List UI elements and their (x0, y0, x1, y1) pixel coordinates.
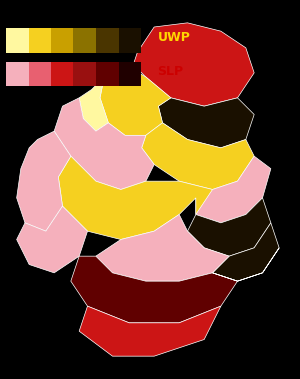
Text: SLP: SLP (158, 65, 184, 78)
Bar (74, 62, 96, 86)
Polygon shape (188, 198, 271, 256)
Bar (96, 62, 118, 86)
Polygon shape (142, 123, 254, 190)
Polygon shape (79, 77, 108, 131)
Polygon shape (96, 215, 229, 281)
Polygon shape (17, 131, 71, 231)
Text: UWP: UWP (158, 31, 190, 44)
Bar (118, 62, 141, 86)
Bar (6, 28, 28, 53)
Bar (51, 28, 74, 53)
Polygon shape (196, 156, 271, 223)
Polygon shape (79, 306, 221, 356)
Polygon shape (58, 156, 212, 240)
Polygon shape (212, 248, 279, 281)
Polygon shape (100, 64, 171, 135)
Polygon shape (71, 256, 238, 323)
Polygon shape (133, 23, 254, 106)
Bar (51, 62, 74, 86)
Bar (118, 28, 141, 53)
Bar (28, 62, 51, 86)
Polygon shape (54, 98, 154, 190)
Polygon shape (212, 223, 279, 281)
Bar (6, 62, 28, 86)
Bar (96, 28, 118, 53)
Bar (28, 28, 51, 53)
Polygon shape (158, 98, 254, 148)
Bar (74, 28, 96, 53)
Polygon shape (17, 206, 88, 273)
